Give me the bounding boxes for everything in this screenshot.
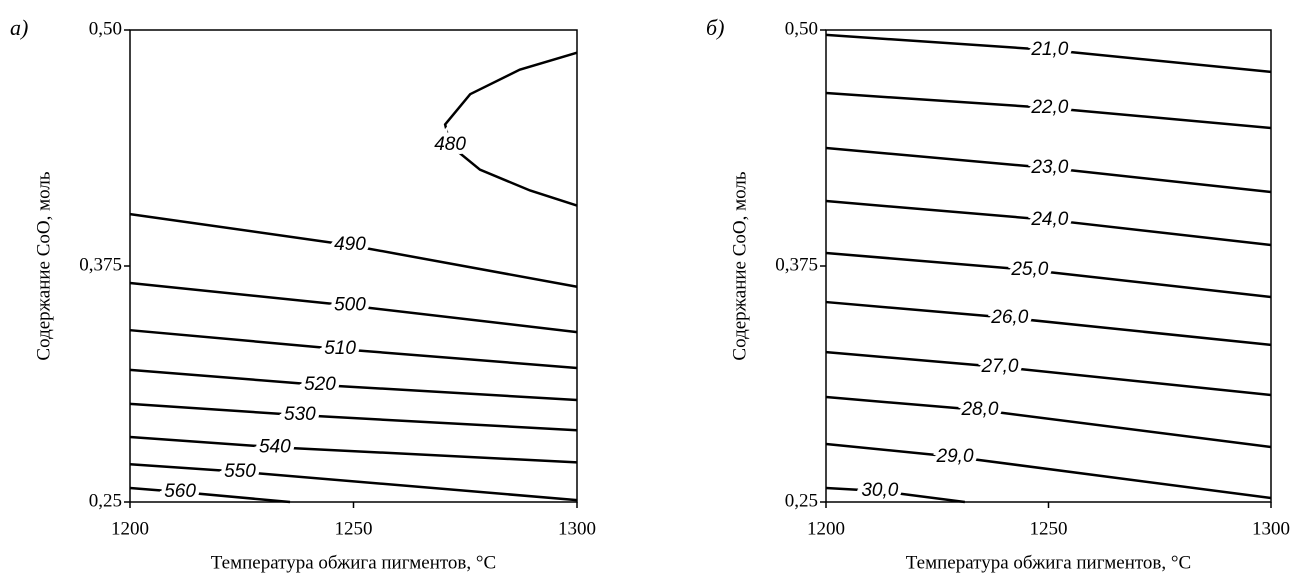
x-tick-label: 1200 [111,518,149,539]
x-tick-label: 1300 [558,518,596,539]
y-axis-label: Содержание СоО, моль [729,171,750,360]
contour-label: 26,0 [990,307,1028,328]
contour-label: 520 [304,374,336,395]
x-tick-label: 1300 [1252,518,1290,539]
contour-label: 560 [164,481,196,502]
contour-line [129,435,578,464]
x-tick-label: 1250 [335,518,373,539]
contour-line [825,146,1272,194]
y-tick-label: 0,25 [785,490,818,511]
y-tick-label: 0,50 [89,18,122,39]
contour-label: 28,0 [960,399,998,420]
contour-line [129,486,291,504]
contour-label: 24,0 [1030,209,1068,230]
y-tick-label: 0,50 [785,18,818,39]
contour-label: 490 [334,234,366,255]
x-axis-label: Температура обжига пигментов, °С [906,552,1191,573]
contour-label: 550 [224,461,256,482]
y-tick-label: 0,25 [89,490,122,511]
contour-line [825,91,1272,130]
y-tick-label: 0,375 [775,254,818,275]
contour-label: 21,0 [1030,39,1068,60]
contour-label: 22,0 [1030,97,1068,118]
contour-line [825,251,1272,299]
contour-line [825,300,1272,347]
contour-label: 540 [259,436,291,457]
contour-line [825,350,1272,397]
x-axis-label: Температура обжига пигментов, °С [211,552,496,573]
contour-line [129,462,578,502]
contour-label: 27,0 [981,356,1019,377]
contour-line [825,199,1272,247]
contour-label: 30,0 [861,480,898,501]
plot-frame [129,29,578,503]
x-tick-label: 1200 [807,518,845,539]
contour-line [129,281,578,334]
panel-label: а) [10,15,28,40]
contour-line [443,51,578,207]
contour-label: 500 [334,295,366,316]
y-tick-label: 0,375 [79,254,122,275]
contour-label: 25,0 [1010,259,1048,280]
contour-line [825,395,1272,449]
contour-line [129,212,578,288]
contour-line [129,368,578,402]
contour-line [129,328,578,370]
contour-line [825,33,1272,74]
contour-label: 29,0 [936,446,974,467]
x-tick-label: 1250 [1030,518,1068,539]
contour-label: 510 [324,338,356,359]
contour-line [825,442,1272,500]
y-axis-label: Содержание СоО, моль [33,171,54,360]
contour-label: 23,0 [1030,157,1068,178]
contour-line [825,486,965,504]
contour-label: 480 [434,134,466,155]
panel-label: б) [706,15,724,40]
contour-label: 530 [284,404,316,425]
contour-line [129,402,578,432]
